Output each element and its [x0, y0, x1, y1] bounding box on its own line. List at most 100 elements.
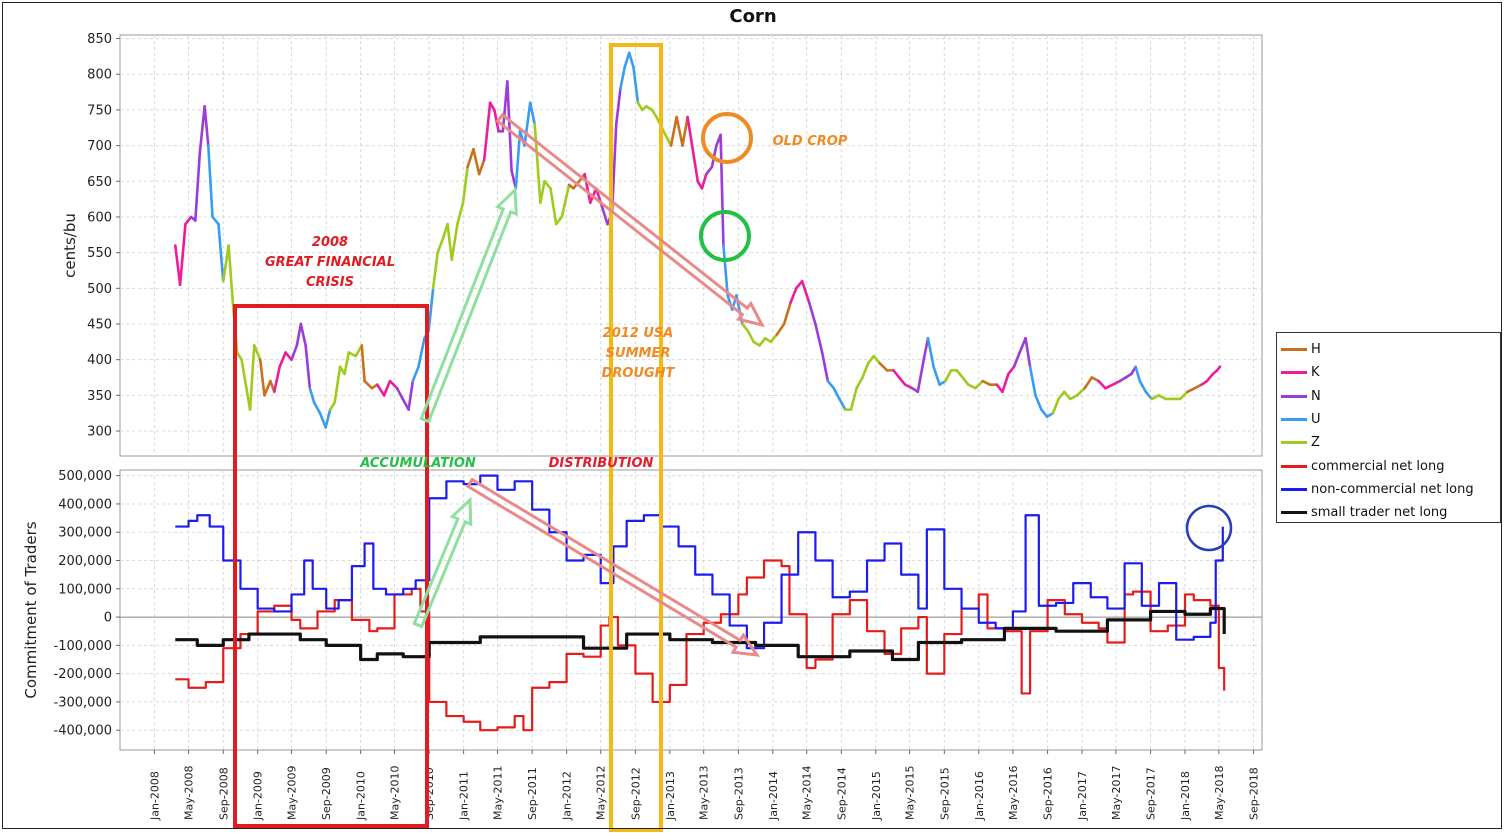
legend-swatch-non-commercial [1281, 487, 1307, 491]
price-segment-k [789, 287, 798, 304]
x-tick-label: Sep-2017 [1145, 767, 1158, 820]
price-segment-h [466, 147, 475, 169]
x-tick-label: Sep-2018 [1248, 767, 1261, 820]
price-segment-k [184, 215, 193, 226]
price-y-tick-label: 350 [87, 389, 112, 404]
price-y-tick-label: 800 [87, 68, 112, 83]
new-crop-circle [699, 210, 751, 262]
price-segment-z [861, 361, 870, 379]
price-segment-z [746, 329, 755, 344]
price-segment-u [207, 144, 214, 219]
price-segment-z [343, 351, 351, 376]
x-tick-label: Jan-2016 [973, 771, 986, 821]
drought-label-line: DROUGHT [602, 366, 676, 381]
crisis-label-line: CRISIS [306, 275, 354, 290]
x-tick-label: May-2013 [698, 765, 711, 820]
price-segment-z [235, 351, 243, 361]
legend-item-n: N [1277, 385, 1500, 408]
price-segment-u [528, 101, 537, 126]
old-crop-label: OLD CROP [773, 134, 848, 149]
price-segment-k [173, 244, 182, 287]
distribution-arrow-price [495, 112, 765, 328]
price-segment-u [217, 222, 225, 283]
legend-label-z: Z [1311, 435, 1320, 451]
price-segment-u [324, 408, 332, 429]
price-segment-u [722, 244, 729, 297]
distribution-arrow-cot [465, 477, 761, 657]
price-segment-h [681, 115, 689, 147]
price-segment-z [347, 351, 358, 358]
price-y-tick-label: 650 [87, 175, 112, 190]
price-segment-k [278, 351, 287, 369]
price-segment-k [382, 379, 392, 397]
price-segment-z [436, 237, 445, 254]
price-segment-n [506, 80, 513, 172]
price-segment-z [539, 179, 546, 204]
crisis-label-line: 2008 [312, 235, 348, 250]
x-tick-label: Sep-2013 [732, 767, 745, 820]
price-segment-z [328, 401, 336, 411]
price-segment-k [794, 279, 804, 290]
legend-item-commercial: commercial net long [1277, 454, 1500, 477]
x-tick-label: May-2008 [183, 765, 196, 820]
price-segment-z [1068, 394, 1079, 401]
price-segment-n [203, 105, 210, 147]
price-segment-n [922, 336, 930, 361]
price-segment-z [560, 183, 571, 219]
price-segment-k [1111, 379, 1122, 386]
x-tick-label: Jan-2008 [148, 771, 161, 821]
price-segment-n [814, 322, 824, 354]
legend-swatch-n [1281, 394, 1307, 398]
price-y-tick-label: 500 [87, 282, 112, 297]
price-segment-z [252, 344, 262, 361]
price-segment-z [1057, 390, 1066, 401]
drought-label-line: 2012 USA [603, 326, 674, 341]
price-segment-k [800, 279, 811, 304]
legend-label-h: H [1311, 342, 1321, 358]
price-segment-z [1178, 390, 1189, 401]
price-segment-h [263, 379, 272, 397]
price-segment-k [892, 369, 901, 379]
legend-item-k: K [1277, 361, 1500, 384]
price-segment-u [1040, 408, 1049, 419]
price-segment-z [650, 108, 658, 119]
legend-swatch-commercial [1281, 464, 1307, 468]
drought-label-line: SUMMER [606, 346, 671, 361]
price-y-tick-label: 300 [87, 425, 112, 440]
legend: H K N U Z commercial net long non-commer… [1276, 332, 1501, 523]
price-segment-h [782, 301, 792, 326]
x-tick-label: Sep-2008 [217, 767, 230, 820]
non-commercial-net-long-line [175, 474, 1224, 650]
price-segment-h [878, 361, 889, 372]
price-segment-z [456, 201, 465, 226]
price-segment-u [926, 336, 935, 369]
price-segment-z [961, 376, 970, 386]
price-segment-n [395, 386, 404, 401]
price-segment-n [295, 322, 303, 347]
price-y-tick-label: 700 [87, 139, 112, 154]
price-segment-n [1018, 336, 1027, 354]
price-segment-n [807, 301, 817, 326]
price-segment-z [855, 376, 864, 390]
price-segment-n [820, 351, 830, 383]
x-tick-label: Jan-2011 [458, 771, 471, 821]
price-segment-u [514, 130, 522, 190]
price-segment-z [866, 354, 876, 365]
price-segment-u [623, 51, 631, 69]
price-segment-z [450, 222, 459, 262]
price-segment-z [554, 215, 564, 226]
price-segment-u [1144, 390, 1153, 401]
price-segment-u [318, 411, 327, 429]
commercial-net-long-line [175, 559, 1226, 732]
price-segment-k [1001, 372, 1010, 394]
price-segment-n [304, 344, 312, 390]
cot-y-tick-label: -200,000 [54, 667, 112, 682]
x-tick-label: Jan-2010 [355, 771, 368, 821]
price-segment-z [1157, 394, 1168, 401]
price-segment-z [549, 187, 558, 226]
price-segment-h [775, 322, 786, 336]
price-segment-u [523, 101, 532, 147]
price-segment-u [411, 365, 420, 383]
cot-y-tick-label: -300,000 [54, 695, 112, 710]
price-segment-h [1083, 376, 1094, 390]
